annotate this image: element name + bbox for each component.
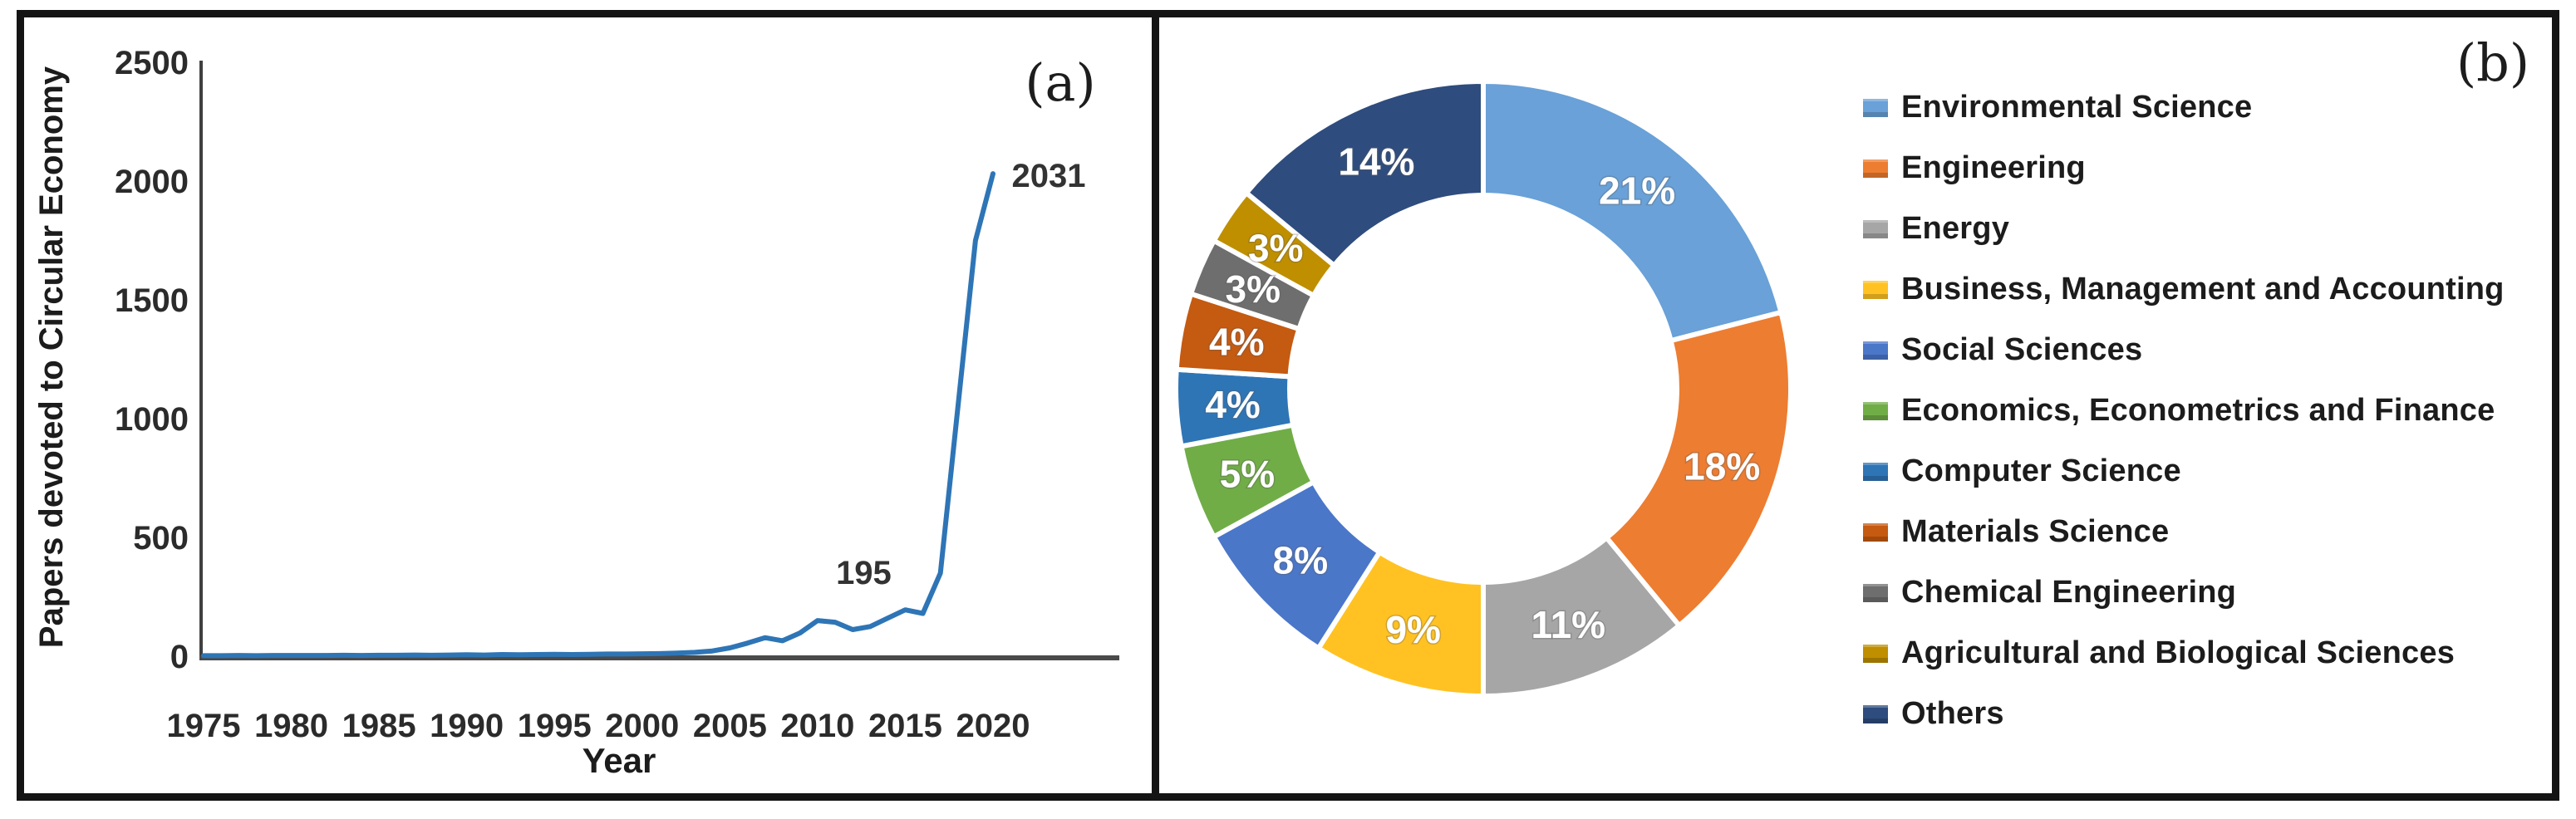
line-chart: 0 500 1000 1500 2000 2500 1975 1980 1985 1990 199…	[33, 45, 1119, 780]
legend-item: Social Sciences	[1863, 320, 2528, 380]
x-tick-label: 1995	[518, 708, 592, 744]
legend-item: Others	[1863, 684, 2528, 744]
x-tick-label: 1975	[167, 708, 241, 744]
y-axis-title: Papers devoted to Circular Economy	[33, 66, 70, 648]
legend-swatch	[1863, 644, 1888, 663]
legend-label: Agricultural and Biological Sciences	[1901, 635, 2456, 670]
legend-label: Materials Science	[1901, 514, 2170, 549]
panel-divider	[1152, 17, 1159, 793]
legend-swatch	[1863, 280, 1888, 299]
legend-swatch	[1863, 704, 1888, 723]
legend-swatch	[1863, 219, 1888, 238]
donut-slice	[1481, 79, 1784, 344]
donut-percent-label: 18%	[1684, 444, 1760, 488]
x-tick-label: 1985	[342, 708, 416, 744]
donut-percent-label: 11%	[1531, 603, 1606, 646]
legend-label: Energy	[1901, 211, 2010, 246]
legend-swatch	[1863, 462, 1888, 481]
legend-swatch	[1863, 522, 1888, 542]
legend-item: Engineering	[1863, 138, 2528, 199]
donut-percent-label: 8%	[1273, 539, 1328, 582]
legend-label: Economics, Econometrics and Finance	[1901, 393, 2495, 428]
legend-item: Computer Science	[1863, 441, 2528, 502]
data-point-annotation: 195	[836, 555, 892, 591]
legend-item: Environmental Science	[1863, 77, 2528, 138]
donut-percent-labels: 21% 18% 11% 9% 8% 5% 4% 4% 3%3% 14%	[1204, 139, 1762, 652]
y-tick-label: 2000	[115, 164, 189, 200]
donut-percent-label: 4%	[1209, 320, 1264, 363]
y-tick-label: 1500	[115, 282, 189, 319]
line-chart-panel: 0 500 1000 1500 2000 2500 1975 1980 1985 1990 199…	[24, 17, 1152, 793]
donut-chart: 21% 18% 11% 9% 8% 5% 4% 4% 3%3% 14%	[1173, 79, 1794, 699]
y-tick-label: 2500	[115, 45, 189, 81]
legend-label: Computer Science	[1901, 454, 2181, 488]
papers-line-series	[201, 171, 995, 659]
y-tick-label: 1000	[115, 401, 189, 438]
donut-chart-panel: 21% 18% 11% 9% 8% 5% 4% 4% 3% 3% 14% Environmental…	[1159, 17, 2552, 793]
legend-item: Agricultural and Biological Sciences	[1863, 623, 2528, 684]
legend-item: Business, Management and Accounting	[1863, 259, 2528, 320]
legend-item: Economics, Econometrics and Finance	[1863, 380, 2528, 441]
legend-label: Environmental Science	[1901, 90, 2253, 125]
legend: Environmental Science Engineering Energy Bu…	[1863, 77, 2528, 744]
x-tick-label: 1980	[254, 708, 328, 744]
donut-percent-label: 3%	[1248, 226, 1303, 269]
legend-swatch	[1863, 583, 1888, 602]
x-tick-label: 2005	[693, 708, 767, 744]
donut-percent-label: 14%	[1338, 140, 1414, 184]
legend-item: Energy	[1863, 199, 2528, 259]
y-tick-label: 0	[170, 639, 189, 675]
donut-percent-label: 21%	[1599, 169, 1675, 212]
legend-label: Engineering	[1901, 150, 2086, 185]
x-tick-label: 2010	[780, 708, 854, 744]
x-tick-labels: 1975 1980 1985 1990 1995 2000 2005 2010 2015 2020	[167, 708, 1030, 744]
legend-swatch	[1863, 159, 1888, 178]
donut-slices	[1173, 79, 1794, 699]
x-tick-label: 1990	[430, 708, 504, 744]
legend-swatch	[1863, 98, 1888, 117]
legend-label: Chemical Engineering	[1901, 575, 2237, 610]
data-point-annotation: 2031	[1012, 158, 1086, 194]
x-tick-label: 2015	[868, 708, 942, 744]
legend-label: Business, Management and Accounting	[1901, 272, 2505, 307]
x-tick-label: 2000	[605, 708, 679, 744]
legend-item: Materials Science	[1863, 502, 2528, 562]
legend-swatch	[1863, 401, 1888, 420]
donut-percent-label: 5%	[1220, 452, 1275, 495]
donut-percent-label: 9%	[1385, 608, 1440, 651]
y-tick-label: 500	[133, 520, 189, 557]
donut-slice	[1243, 79, 1486, 268]
legend-swatch	[1863, 341, 1888, 360]
figure-circular-economy: 0 500 1000 1500 2000 2500 1975 1980 1985 1990 199…	[17, 10, 2559, 801]
legend-label: Others	[1901, 696, 2004, 731]
donut-percent-label: 4%	[1205, 383, 1260, 426]
legend-label: Social Sciences	[1901, 332, 2143, 367]
legend-item: Chemical Engineering	[1863, 562, 2528, 623]
line-annotations: 195 2031	[836, 158, 1085, 591]
x-tick-label: 2020	[956, 708, 1030, 744]
x-axis-title: Year	[583, 741, 656, 780]
donut-slice	[1604, 310, 1794, 629]
panel-a-label: (a)	[1025, 52, 1095, 113]
panel-b-label: (b)	[2456, 32, 2530, 93]
donut-percent-label: 3%	[1226, 267, 1281, 311]
y-tick-labels: 0 500 1000 1500 2000 2500	[115, 45, 189, 675]
